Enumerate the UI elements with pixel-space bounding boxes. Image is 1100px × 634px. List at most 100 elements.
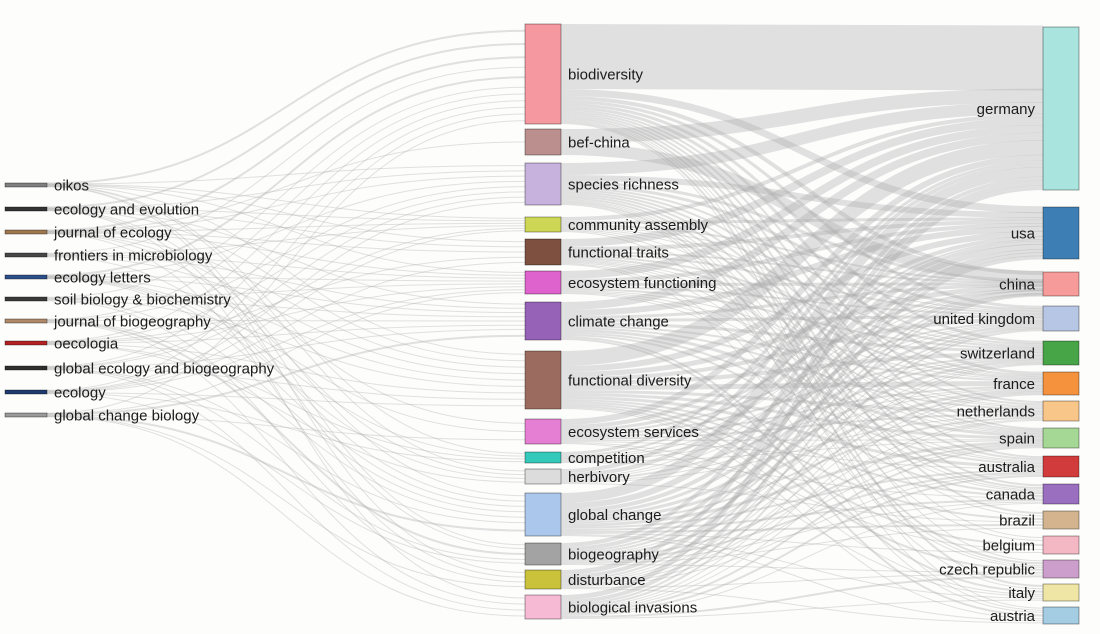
sankey-link[interactable] — [560, 199, 1044, 517]
sankey-link[interactable] — [560, 230, 1044, 372]
sankey-link[interactable] — [46, 344, 526, 483]
sankey-link[interactable] — [560, 355, 1044, 436]
sankey-link[interactable] — [46, 43, 526, 209]
sankey-link[interactable] — [560, 573, 1044, 588]
sankey-link[interactable] — [46, 328, 526, 369]
sankey-link[interactable] — [560, 292, 1044, 435]
sankey-node-brazil[interactable] — [1042, 510, 1080, 530]
sankey-link[interactable] — [560, 533, 1044, 553]
sankey-link[interactable] — [560, 351, 1044, 385]
sankey-node-journal-of-biogeography[interactable] — [4, 318, 48, 324]
sankey-link[interactable] — [46, 210, 526, 599]
sankey-link[interactable] — [560, 534, 1044, 599]
sankey-link[interactable] — [46, 254, 526, 279]
sankey-link[interactable] — [560, 332, 1044, 465]
sankey-link[interactable] — [46, 141, 526, 232]
sankey-link[interactable] — [560, 284, 1044, 319]
sankey-link[interactable] — [46, 256, 526, 343]
sankey-node-global-ecology-and-biogeography[interactable] — [4, 365, 48, 371]
sankey-link[interactable] — [560, 385, 1044, 438]
sankey-node-disturbance[interactable] — [524, 569, 562, 590]
sankey-link[interactable] — [46, 170, 526, 209]
sankey-node-spain[interactable] — [1042, 427, 1080, 449]
sankey-link[interactable] — [560, 407, 1044, 595]
sankey-link[interactable] — [560, 441, 1044, 470]
sankey-link[interactable] — [560, 255, 1044, 348]
sankey-link[interactable] — [46, 320, 526, 518]
sankey-link[interactable] — [560, 243, 1044, 509]
sankey-link[interactable] — [560, 262, 1044, 492]
sankey-link[interactable] — [560, 282, 1044, 286]
sankey-link[interactable] — [46, 320, 526, 555]
sankey-link[interactable] — [560, 154, 1044, 425]
sankey-link[interactable] — [46, 300, 526, 583]
sankey-node-bef-china[interactable] — [524, 128, 562, 156]
sankey-link[interactable] — [46, 201, 526, 392]
sankey-node-italy[interactable] — [1042, 583, 1080, 602]
sankey-link[interactable] — [46, 233, 526, 578]
sankey-link[interactable] — [46, 278, 526, 507]
sankey-link[interactable] — [560, 88, 1044, 143]
sankey-link[interactable] — [560, 175, 1044, 219]
sankey-link[interactable] — [560, 323, 1044, 479]
sankey-node-oikos[interactable] — [4, 182, 48, 188]
sankey-link[interactable] — [46, 277, 526, 479]
sankey-link[interactable] — [560, 195, 1044, 461]
sankey-link[interactable] — [560, 181, 1044, 283]
sankey-link[interactable] — [46, 165, 526, 185]
sankey-link[interactable] — [560, 235, 1044, 429]
sankey-link[interactable] — [560, 391, 1044, 558]
sankey-link[interactable] — [560, 217, 1044, 224]
sankey-link[interactable] — [560, 317, 1044, 381]
sankey-node-ecology-and-evolution[interactable] — [4, 206, 48, 212]
sankey-link[interactable] — [560, 501, 1044, 563]
sankey-link[interactable] — [46, 289, 526, 393]
sankey-link[interactable] — [46, 76, 526, 277]
sankey-link[interactable] — [560, 253, 1044, 314]
sankey-node-oecologia[interactable] — [4, 340, 48, 346]
sankey-link[interactable] — [46, 276, 526, 314]
sankey-link[interactable] — [560, 184, 1044, 312]
sankey-link[interactable] — [46, 225, 526, 255]
sankey-link[interactable] — [560, 255, 1044, 604]
sankey-link[interactable] — [560, 125, 1044, 279]
sankey-link[interactable] — [560, 527, 1044, 564]
sankey-link[interactable] — [560, 358, 1044, 481]
sankey-link[interactable] — [560, 119, 1044, 538]
sankey-link[interactable] — [560, 251, 1044, 284]
sankey-link[interactable] — [46, 207, 526, 222]
sankey-link[interactable] — [46, 209, 526, 549]
sankey-link[interactable] — [560, 185, 1044, 600]
sankey-link[interactable] — [560, 286, 1044, 316]
sankey-link[interactable] — [560, 230, 1044, 491]
sankey-link[interactable] — [560, 163, 1044, 473]
sankey-link[interactable] — [560, 106, 1044, 375]
sankey-link[interactable] — [46, 185, 526, 454]
sankey-link[interactable] — [46, 319, 526, 322]
sankey-link[interactable] — [560, 413, 1044, 440]
sankey-link[interactable] — [560, 109, 1044, 404]
sankey-link[interactable] — [560, 291, 1044, 408]
sankey-link[interactable] — [560, 336, 1044, 593]
sankey-link[interactable] — [560, 325, 1044, 382]
sankey-link[interactable] — [560, 322, 1044, 459]
sankey-node-france[interactable] — [1042, 371, 1080, 396]
sankey-link[interactable] — [560, 227, 1044, 347]
sankey-link[interactable] — [46, 343, 526, 394]
sankey-node-australia[interactable] — [1042, 455, 1080, 478]
sankey-link[interactable] — [46, 368, 526, 524]
sankey-link[interactable] — [560, 293, 1044, 463]
sankey-link[interactable] — [46, 261, 526, 393]
sankey-link[interactable] — [46, 232, 526, 424]
sankey-link[interactable] — [560, 264, 1044, 613]
sankey-link[interactable] — [560, 338, 1044, 617]
sankey-link[interactable] — [560, 393, 1044, 440]
sankey-node-climate-change[interactable] — [524, 301, 562, 341]
sankey-link[interactable] — [46, 368, 526, 560]
sankey-link[interactable] — [560, 140, 1044, 366]
sankey-link[interactable] — [46, 191, 526, 343]
sankey-link[interactable] — [560, 327, 1044, 410]
sankey-link[interactable] — [560, 189, 1044, 377]
sankey-link[interactable] — [560, 359, 1044, 519]
sankey-link[interactable] — [560, 115, 1044, 487]
